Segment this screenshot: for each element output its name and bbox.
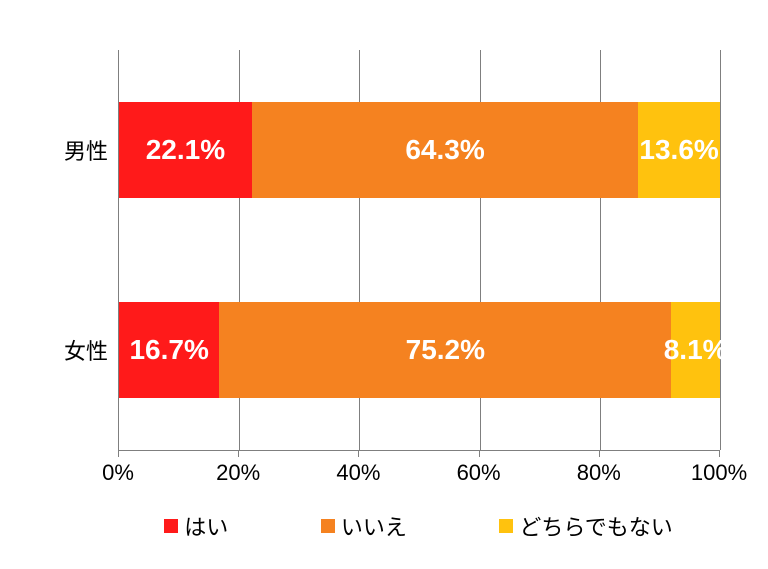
x-tick-label: 0%	[102, 460, 134, 486]
gridline	[720, 50, 721, 450]
legend-item-yes: はい	[164, 510, 228, 542]
x-tick-label: 80%	[577, 460, 621, 486]
y-tick-label: 男性	[64, 134, 108, 166]
x-tick-label: 100%	[691, 460, 747, 486]
bar-segment-yes: 22.1%	[119, 102, 252, 198]
bar-value-label: 64.3%	[405, 134, 484, 166]
stacked-bar-chart: 22.1% 64.3% 13.6% 16.7% 75.2% 8.1% はい いいえ どちらでも…	[0, 0, 768, 569]
bar-row: 16.7% 75.2% 8.1%	[119, 302, 720, 398]
x-tick-mark	[719, 451, 720, 457]
bar-value-label: 75.2%	[406, 334, 485, 366]
legend-item-no: いいえ	[321, 510, 407, 542]
plot-area: 22.1% 64.3% 13.6% 16.7% 75.2% 8.1%	[118, 50, 720, 451]
x-tick-mark	[599, 451, 600, 457]
bar-value-label: 22.1%	[146, 134, 225, 166]
y-tick-label: 女性	[64, 334, 108, 366]
bar-segment-no: 64.3%	[252, 102, 638, 198]
bar-segment-yes: 16.7%	[119, 302, 219, 398]
legend-label: はい	[184, 510, 228, 542]
x-tick-label: 60%	[457, 460, 501, 486]
bar-value-label: 8.1%	[664, 334, 728, 366]
bar-segment-no: 75.2%	[219, 302, 671, 398]
x-tick-mark	[118, 451, 119, 457]
bar-segment-neither: 8.1%	[671, 302, 720, 398]
legend-label: いいえ	[341, 510, 407, 542]
x-tick-mark	[358, 451, 359, 457]
x-tick-label: 40%	[336, 460, 380, 486]
bar-segment-neither: 13.6%	[638, 102, 720, 198]
legend-swatch-icon	[164, 519, 178, 533]
x-tick-label: 20%	[216, 460, 260, 486]
legend-swatch-icon	[321, 519, 335, 533]
x-tick-mark	[238, 451, 239, 457]
legend-item-neither: どちらでもない	[499, 510, 672, 542]
bar-value-label: 13.6%	[639, 134, 718, 166]
legend-swatch-icon	[499, 519, 513, 533]
legend-label: どちらでもない	[519, 510, 672, 542]
bar-row: 22.1% 64.3% 13.6%	[119, 102, 720, 198]
bar-value-label: 16.7%	[129, 334, 208, 366]
legend: はい いいえ どちらでもない	[118, 510, 719, 542]
x-tick-mark	[479, 451, 480, 457]
